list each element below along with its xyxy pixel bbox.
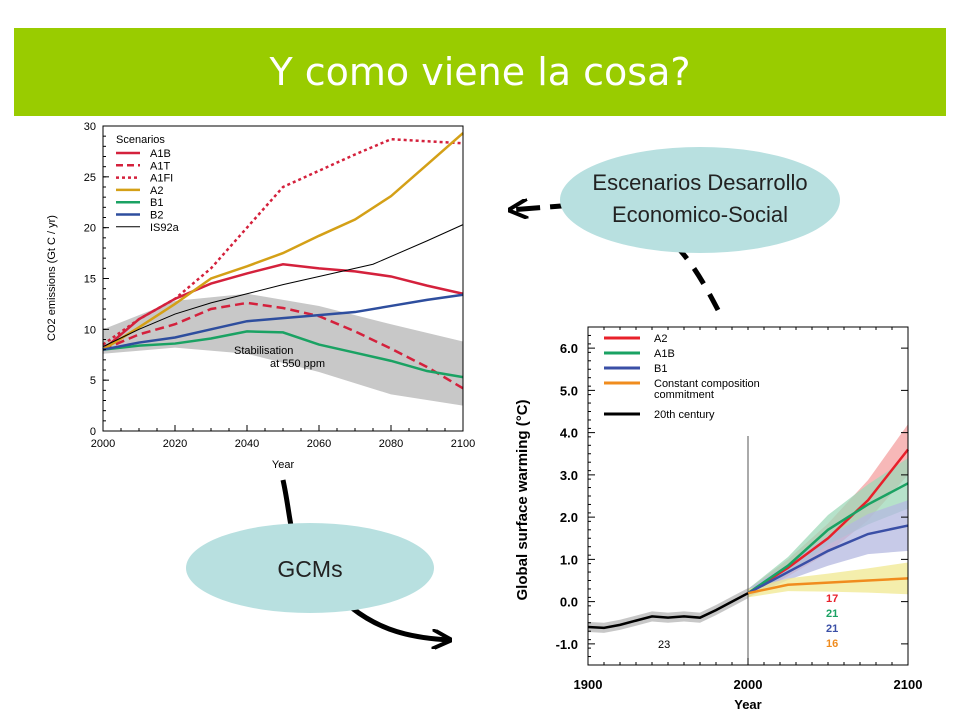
- x-tick-label: 2040: [235, 438, 259, 450]
- y-tick-label: 3.0: [560, 468, 578, 483]
- series-line-b2: [102, 293, 464, 351]
- series-line-a1b: [747, 482, 909, 595]
- y-tick-label: 15: [84, 274, 96, 286]
- legend-label-a1b: A1B: [654, 348, 675, 360]
- chart2-y-ticks: -1.0 0.0 1.0 2.0 3.0 4.0 5.0 6.0: [556, 334, 908, 666]
- y-tick-label: 30: [84, 121, 96, 133]
- chart1-x-ticks: 2000 2020 2040 2060 2080 2100: [91, 425, 475, 450]
- legend-label-is92a: IS92a: [150, 222, 180, 234]
- y-tick-label: 10: [84, 324, 96, 336]
- legend-label-a1fi: A1FI: [150, 173, 173, 185]
- x-tick-label: 2000: [734, 677, 763, 692]
- scenarios-bubble-shape: [560, 147, 840, 253]
- x-tick-label: 2060: [307, 438, 331, 450]
- chart2-x-axis-label: Year: [734, 697, 761, 712]
- y-tick-label: 20: [84, 223, 96, 235]
- y-tick-label: 25: [84, 172, 96, 184]
- x-tick-label: 2020: [163, 438, 187, 450]
- band-constant-composition-commitment: [748, 562, 908, 598]
- co2-emissions-chart: 2000 2020 2040 2060 2080 2100 0 5 10 15 20 25 30 Ye…: [38, 116, 478, 476]
- y-tick-label: 2.0: [560, 510, 578, 525]
- legend-title: Scenarios: [116, 134, 165, 146]
- y-tick-label: 0: [90, 426, 96, 438]
- model-count-label: 21: [826, 623, 838, 635]
- slide-title: Y como viene la cosa?: [269, 50, 691, 94]
- y-tick-label: 6.0: [560, 341, 578, 356]
- stabilisation-band-area: [103, 293, 463, 406]
- surface-warming-chart: 1900 2000 2100 -1.0 0.0 1.0 2.0 3.0 4.0 5.0 6.0 Y…: [504, 322, 930, 720]
- series-line-b1: [102, 330, 464, 379]
- scenarios-bubble-line1: Escenarios Desarrollo: [592, 170, 807, 195]
- legend-label-constant-composition-line2: commitment: [654, 389, 714, 401]
- series-line-is92a: [102, 224, 464, 348]
- y-tick-label: 1.0: [560, 552, 578, 567]
- model-count-label: 21: [826, 608, 838, 620]
- legend-label-constant-composition-line1: Constant composition: [654, 378, 760, 390]
- legend-label-b2: B2: [150, 210, 163, 222]
- gcms-bubble: GCMs: [186, 523, 434, 613]
- series-line-constant-composition-commitment: [747, 577, 909, 595]
- legend-label-a2: A2: [654, 333, 667, 345]
- stabilisation-band: [103, 293, 463, 406]
- series-line-a1t: [102, 301, 464, 390]
- x-tick-label: 2000: [91, 438, 115, 450]
- series-line-a1b: [102, 262, 464, 351]
- legend-label-a2: A2: [150, 185, 163, 197]
- legend-label-20th-century: 20th century: [654, 409, 715, 421]
- scenarios-bubble: Escenarios Desarrollo Economico-Social: [560, 147, 840, 253]
- x-tick-label: 2100: [451, 438, 475, 450]
- legend-label-b1: B1: [150, 197, 163, 209]
- x-tick-label: 2080: [379, 438, 403, 450]
- stabilisation-label-line2: at 550 ppm: [270, 358, 325, 370]
- chart1-y-axis-label: CO2 emissions (Gt C / yr): [46, 215, 58, 341]
- model-count-label: 16: [826, 638, 838, 650]
- y-tick-label: -1.0: [556, 637, 578, 652]
- model-count-labels: 23 17 21 21 16: [658, 593, 838, 651]
- x-tick-label: 2100: [894, 677, 923, 692]
- band-a1b: [748, 457, 908, 598]
- title-bar: Y como viene la cosa?: [14, 28, 946, 116]
- warming-series-group: [587, 448, 909, 630]
- y-tick-label: 4.0: [560, 426, 578, 441]
- chart1-x-axis-label: Year: [272, 459, 295, 471]
- scenarios-bubble-line2: Economico-Social: [612, 202, 788, 227]
- y-tick-label: 5.0: [560, 383, 578, 398]
- y-tick-label: 5: [90, 375, 96, 387]
- emissions-series-group: [102, 132, 464, 390]
- model-count-20th-century: 23: [658, 639, 670, 651]
- arrow-gcms-to-warming: [350, 606, 450, 640]
- chart2-y-axis-label: Global surface warming (°C): [514, 399, 531, 600]
- model-count-label: 17: [826, 593, 838, 605]
- gcms-bubble-label: GCMs: [277, 556, 342, 582]
- legend-label-a1t: A1T: [150, 160, 170, 172]
- legend-label-b1: B1: [654, 363, 667, 375]
- y-tick-label: 0.0: [560, 595, 578, 610]
- series-line-a2: [102, 132, 464, 351]
- series-line-a1fi: [102, 137, 464, 346]
- series-line-b1: [747, 524, 909, 595]
- stabilisation-label-line1: Stabilisation: [234, 345, 293, 357]
- gcms-bubble-shape: [186, 523, 434, 613]
- legend-label-a1b: A1B: [150, 148, 171, 160]
- series-line-20th-century: [587, 592, 749, 630]
- chart1-y-ticks: 0 5 10 15 20 25 30: [84, 121, 109, 438]
- chart2-x-ticks: 1900 2000 2100: [574, 327, 923, 692]
- x-tick-label: 1900: [574, 677, 603, 692]
